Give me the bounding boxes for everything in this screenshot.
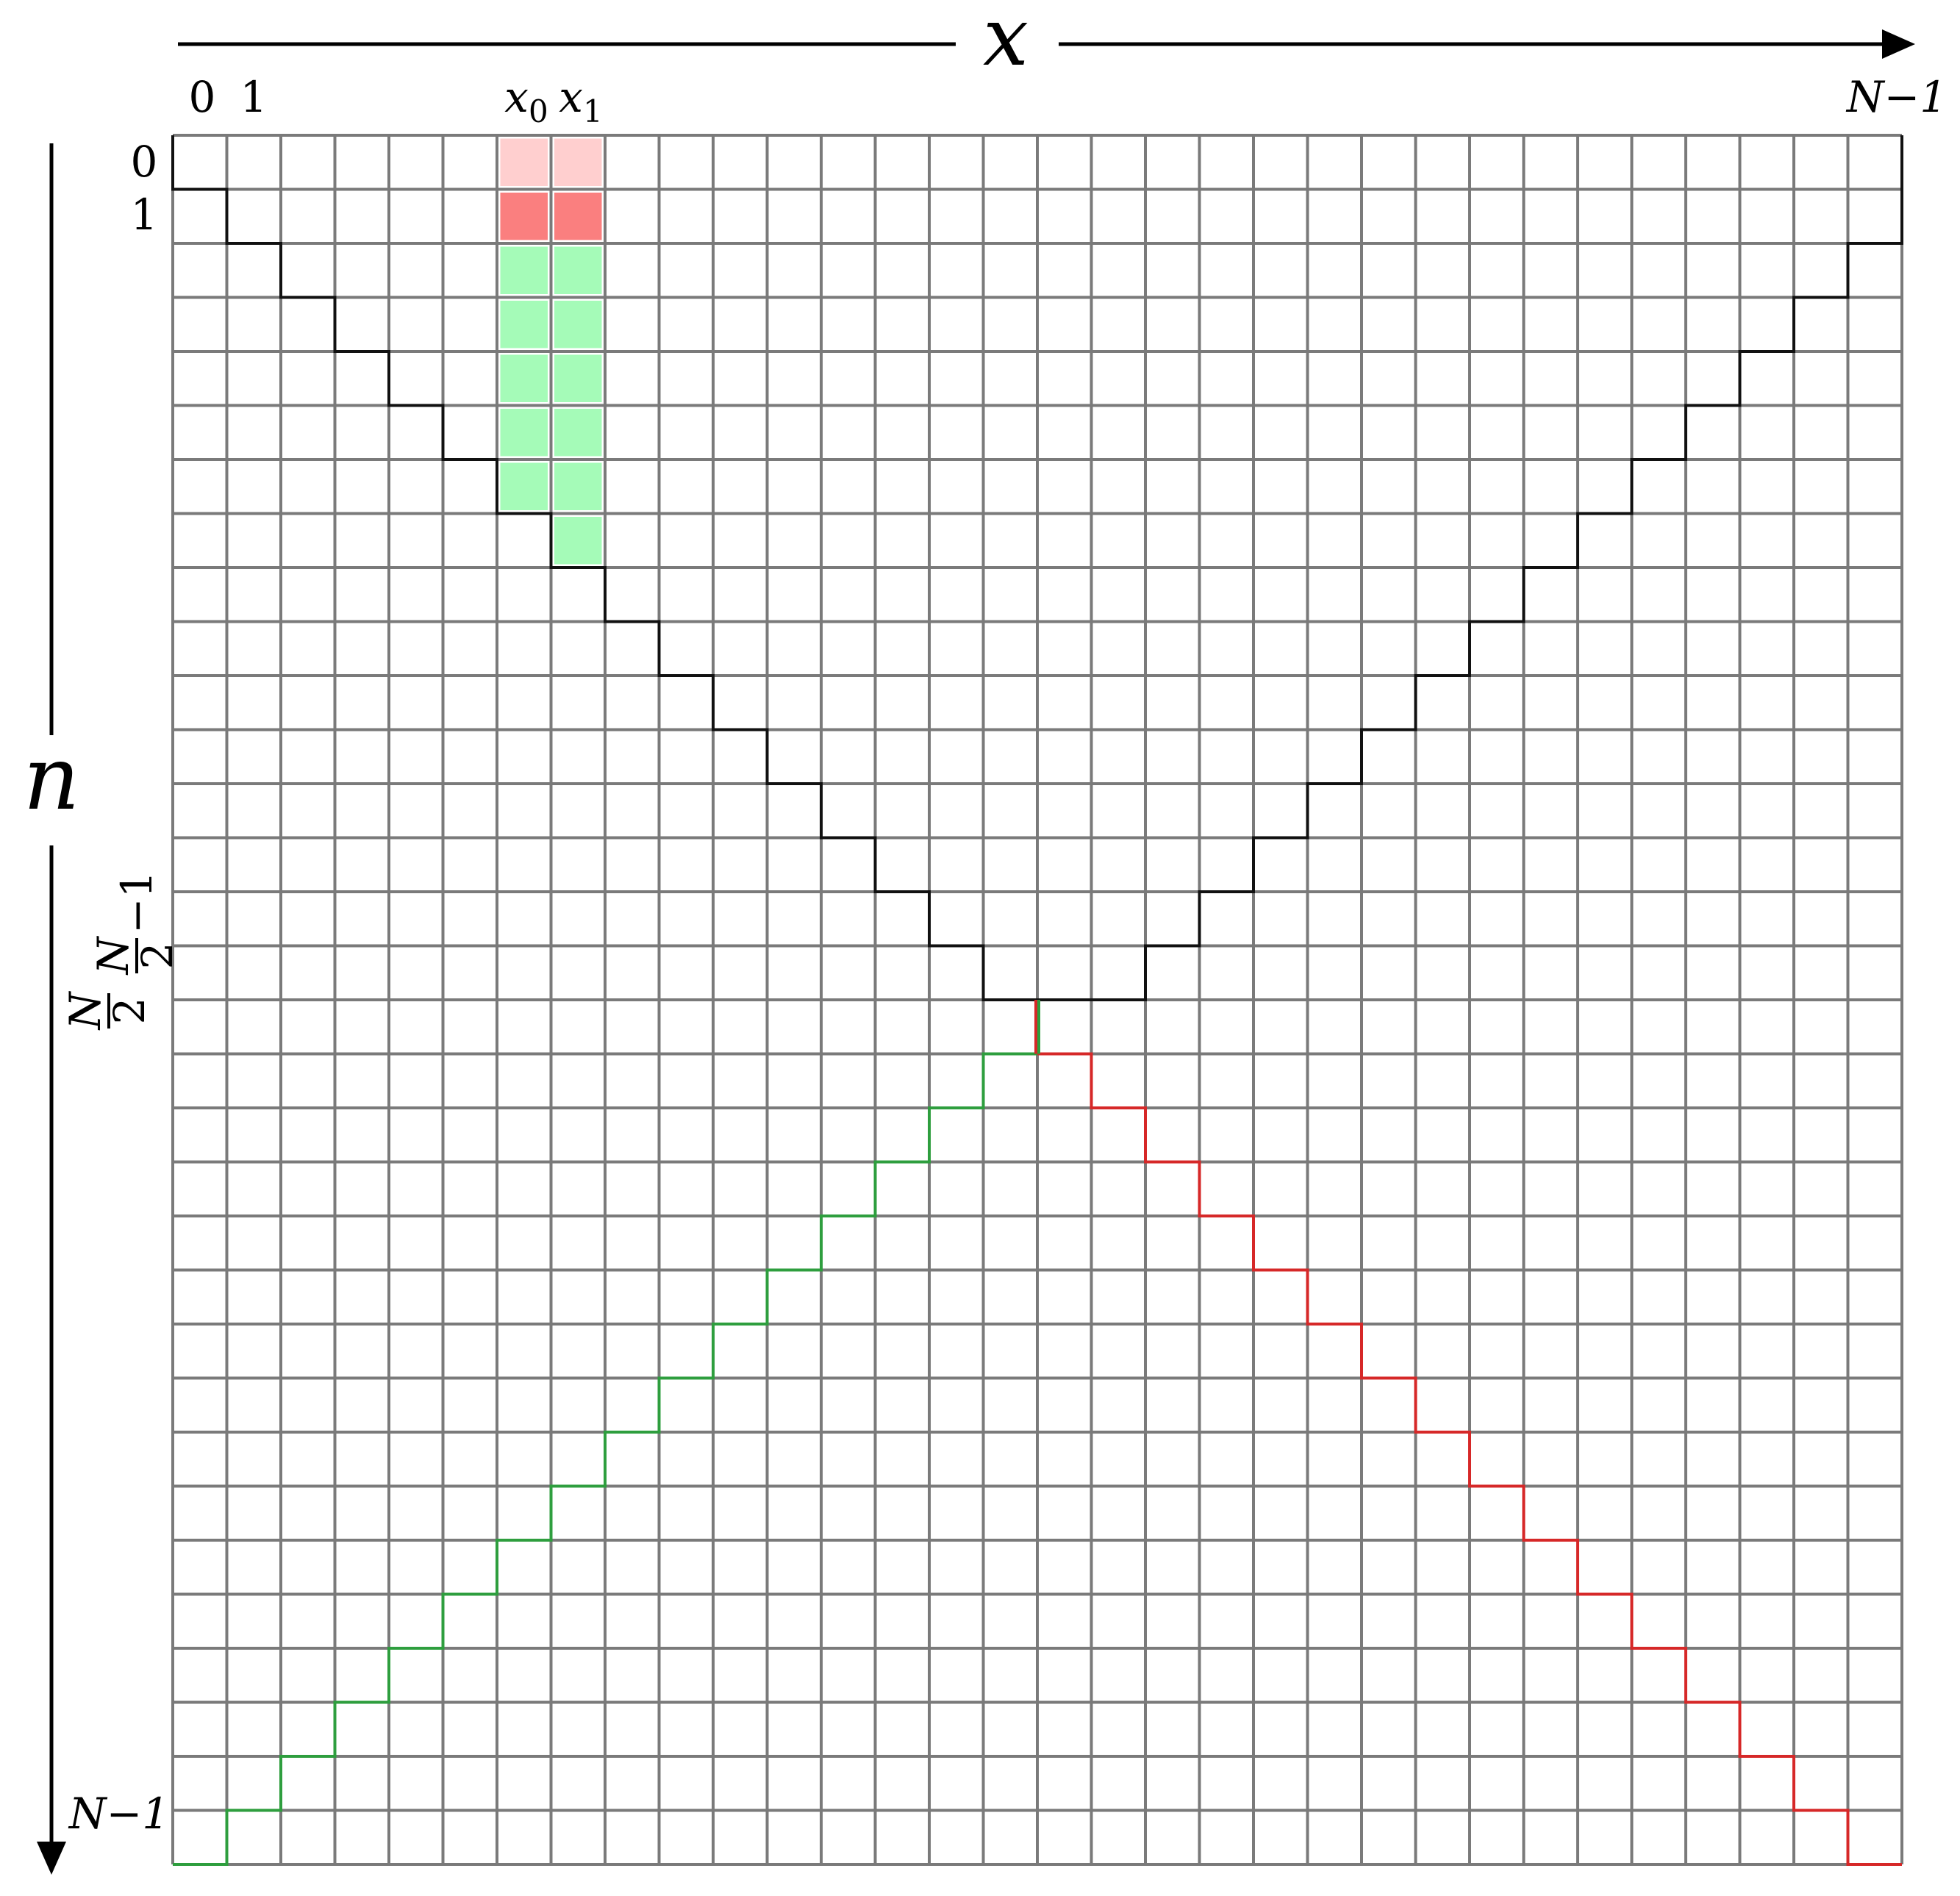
n-half-minus-one-numerator: N [88, 935, 138, 976]
cell-green [498, 407, 550, 459]
red-staircase-path [1037, 1052, 1902, 1866]
x0-label-sub: 0 [529, 93, 548, 129]
x-axis-label: x [983, 0, 1029, 84]
x-tick-last: N−1 [1845, 72, 1947, 122]
cell-green [498, 460, 550, 512]
cell-light-red [498, 136, 550, 188]
n-half-numerator: N [60, 990, 110, 1031]
green-staircase-path [173, 1052, 1037, 1866]
cell-green [552, 515, 604, 567]
cell-light-red [552, 136, 604, 188]
n-axis-label: n [23, 728, 79, 830]
n-tick-last: N−1 [68, 1789, 169, 1839]
cell-green [498, 298, 550, 351]
n-half-minus-one-denominator: 2 [132, 942, 182, 970]
cell-green [552, 460, 604, 512]
x0-label: x0 [504, 72, 548, 129]
highlight-cells [498, 136, 604, 567]
n-tick-0: 0 [131, 137, 158, 187]
n-half-label: N 2 [60, 990, 154, 1031]
cell-green [498, 244, 550, 296]
n-half-minus-one-label: N 2 −1 [88, 871, 182, 976]
cell-red [552, 190, 604, 243]
cell-green [498, 352, 550, 404]
x1-label-main: x [559, 72, 583, 122]
x0-label-main: x [504, 72, 529, 122]
cell-green [552, 407, 604, 459]
cell-green [552, 298, 604, 351]
n-tick-1: 1 [131, 190, 158, 240]
n-half-denominator: 2 [104, 998, 154, 1025]
cell-green [552, 244, 604, 296]
cell-green [552, 352, 604, 404]
x1-label: x1 [559, 72, 602, 129]
x1-label-sub: 1 [583, 93, 603, 129]
black-staircase-path [171, 135, 1903, 1001]
x-tick-1: 1 [240, 72, 268, 122]
x-tick-0: 0 [189, 72, 216, 122]
cell-red [498, 190, 550, 243]
n-half-minus-one-suffix: −1 [112, 871, 162, 934]
